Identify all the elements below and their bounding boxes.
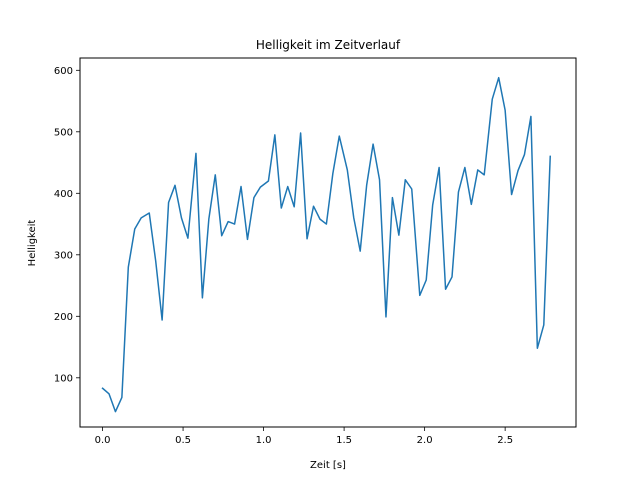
series-line-0 [101,76,552,413]
x-tick-label: 0.0 [95,435,111,446]
y-tick-label: 100 [54,373,73,384]
y-axis-label: Helligkeit [27,220,38,267]
x-tick-label: 2.5 [497,435,513,446]
y-axis-ticks: 100 200 300 400 500 600 [54,66,80,384]
axes-frame [79,57,577,428]
y-tick-label: 200 [54,312,73,323]
x-tick-label: 1.5 [336,435,352,446]
x-tick-label: 0.5 [175,435,191,446]
y-tick-label: 400 [54,189,73,200]
y-tick-label: 300 [54,250,73,261]
y-tick-label: 600 [54,66,73,77]
x-tick-label: 1.0 [256,435,272,446]
x-tick-label: 2.0 [417,435,433,446]
x-axis-ticks: 0.0 0.5 1.0 1.5 2.0 2.5 [95,427,513,446]
chart-title: Helligkeit im Zeitverlauf [256,38,401,52]
plot-area [101,76,552,413]
x-axis-label: Zeit [s] [310,460,346,471]
y-tick-label: 500 [54,127,73,138]
